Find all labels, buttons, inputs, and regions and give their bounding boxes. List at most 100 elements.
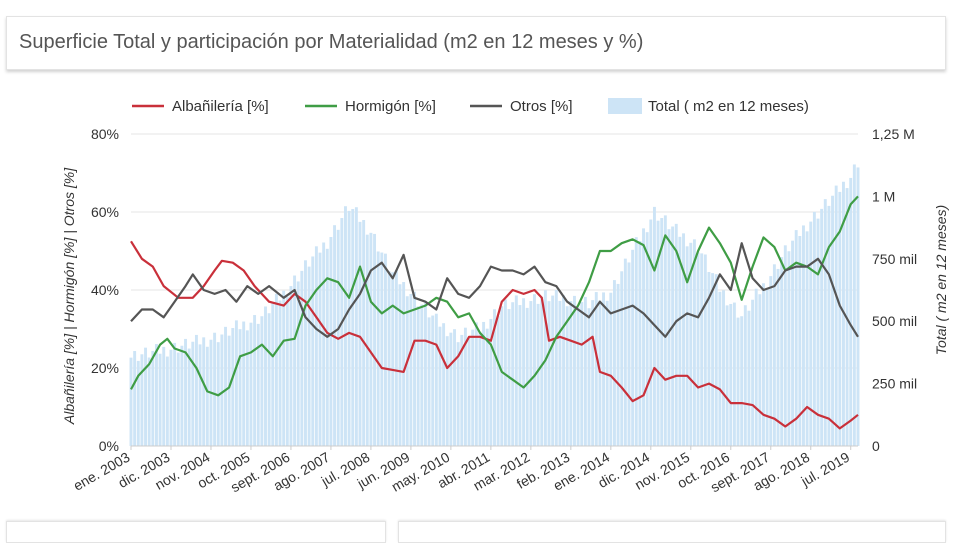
total-bar <box>740 316 744 446</box>
total-bar <box>649 219 653 446</box>
total-bar <box>736 317 740 446</box>
legend-item-otros[interactable]: Otros [%] <box>470 98 573 115</box>
total-bar <box>722 290 725 446</box>
total-bar <box>264 306 267 446</box>
total-bar <box>307 266 311 446</box>
total-bar <box>613 280 616 446</box>
total-bar <box>791 240 795 446</box>
total-bar <box>554 290 558 446</box>
total-bar <box>162 346 166 446</box>
total-bar <box>562 295 566 446</box>
total-bars <box>129 164 860 447</box>
total-bar <box>340 218 344 446</box>
total-bar <box>394 270 398 446</box>
total-bar <box>780 257 784 446</box>
y-right-tick-label: 1,25 M <box>872 126 915 142</box>
total-legend-swatch <box>608 98 642 114</box>
total-bar <box>634 237 638 446</box>
total-bar <box>158 353 162 446</box>
legend-item-albanileria[interactable]: Albañilería [%] <box>132 98 269 115</box>
total-bar <box>205 346 209 446</box>
total-bar <box>238 329 242 446</box>
y-right-tick-label: 1 M <box>872 188 895 204</box>
total-bar <box>322 242 326 446</box>
total-bar <box>511 302 515 446</box>
bottom-card-left <box>6 521 386 543</box>
total-bar <box>623 258 627 446</box>
total-bar <box>456 342 460 446</box>
hormigon-legend-label: Hormigón [%] <box>345 98 436 115</box>
total-bar <box>772 264 776 446</box>
total-bar <box>703 254 707 446</box>
total-bar <box>514 295 518 446</box>
total-bar <box>533 294 536 446</box>
total-bar <box>383 253 387 446</box>
total-bar <box>758 294 762 446</box>
total-bar <box>187 348 191 446</box>
total-bar <box>191 341 195 446</box>
total-bar <box>765 287 769 446</box>
total-bar <box>525 307 529 446</box>
total-bar <box>198 344 202 446</box>
total-bar <box>398 284 402 446</box>
total-bar <box>547 301 551 446</box>
total-bar <box>503 299 507 446</box>
total-bar <box>311 256 315 446</box>
total-bar <box>518 305 522 446</box>
total-bar <box>751 299 755 446</box>
total-bar <box>442 323 446 446</box>
legend[interactable]: Albañilería [%] Hormigón [%] Otros [%] Tota… <box>132 98 809 115</box>
albanileria-line <box>130 240 859 430</box>
total-bar <box>173 342 177 446</box>
total-bar <box>594 292 598 446</box>
total-bar <box>638 240 642 446</box>
series-lines <box>130 195 859 430</box>
total-bar <box>325 248 329 446</box>
total-bar <box>602 292 606 446</box>
total-bar <box>438 326 442 446</box>
total-bar <box>296 281 300 446</box>
total-bar <box>616 283 620 446</box>
total-bar <box>416 306 420 446</box>
total-bar <box>645 232 649 446</box>
total-bar <box>489 318 493 446</box>
total-bar <box>220 334 224 446</box>
total-bar <box>231 328 235 446</box>
y-right-tick-label: 0 <box>872 438 880 454</box>
total-bar <box>831 195 835 446</box>
y-axis-right-label: Total ( m2 en 12 meses) <box>933 205 949 355</box>
total-bar <box>242 321 246 446</box>
y-right-tick-label: 500 mil <box>872 313 917 329</box>
total-bar <box>743 305 747 446</box>
total-bar <box>540 297 544 446</box>
otros-line <box>130 242 859 338</box>
total-bar <box>369 232 373 446</box>
total-bar <box>165 356 169 446</box>
total-bar <box>256 323 260 446</box>
bottom-card-right <box>398 521 946 543</box>
albanileria-legend-label: Albañilería [%] <box>172 98 269 115</box>
total-bar <box>471 329 475 446</box>
total-bar <box>133 351 137 446</box>
total-bar <box>718 291 722 446</box>
total-bar <box>500 306 504 446</box>
legend-item-hormigon[interactable]: Hormigón [%] <box>305 98 436 115</box>
total-bar <box>522 298 526 446</box>
legend-item-total[interactable]: Total ( m2 en 12 meses) <box>608 98 809 115</box>
y-left-tick-label: 20% <box>91 360 119 376</box>
total-bar <box>176 352 180 446</box>
total-bar <box>376 251 380 446</box>
total-bar <box>413 291 416 446</box>
total-bar <box>460 334 464 446</box>
total-bar <box>365 234 369 446</box>
total-bar <box>787 251 791 446</box>
chart-svg: 0% 20% 40% 60% 80% 0 250 mil 500 mil 750 mil 1 M 1… <box>61 98 949 495</box>
total-bar <box>274 293 278 446</box>
total-bar <box>852 164 856 446</box>
total-bar <box>154 344 158 446</box>
total-bar <box>671 226 675 446</box>
total-bar <box>569 301 573 446</box>
total-bar <box>234 320 238 446</box>
total-bar <box>304 260 307 446</box>
total-bar <box>245 330 249 446</box>
